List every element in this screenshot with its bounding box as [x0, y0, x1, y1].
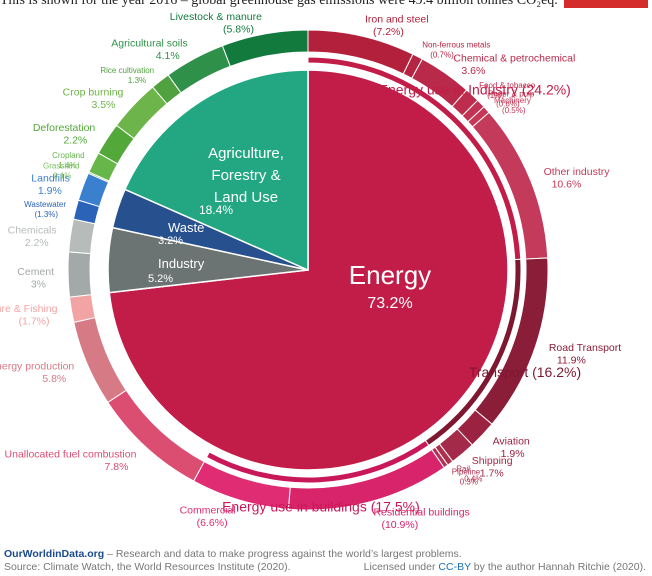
- outer-value-iron-and-steel: (7.2%): [373, 26, 404, 38]
- caption: This is shown for the year 2016 – global…: [0, 0, 558, 8]
- outer-label-deforestation: Deforestation: [33, 122, 96, 134]
- outer-label-shipping: Shipping: [472, 455, 513, 467]
- outer-value-machinery: (0.5%): [502, 106, 526, 115]
- ring-segment-cement: [67, 251, 92, 298]
- outer-label-grassland: Grassland: [43, 162, 79, 171]
- outer-value-non-ferrous-metals: (0.7%): [430, 51, 454, 60]
- pie-label-agriculture-forestry-and-land-use-3: Land Use: [214, 189, 278, 206]
- outer-label-crop-burning: Crop burning: [63, 87, 124, 99]
- footer-tagline: – Research and data to make progress aga…: [104, 548, 462, 560]
- outer-label-cropland: Cropland: [52, 151, 84, 160]
- license-prefix: Licensed under: [363, 561, 439, 573]
- outer-value-energy-in-agriculture-and-fishing: (1.7%): [19, 316, 50, 328]
- outer-value-aviation: 1.9%: [501, 448, 525, 460]
- pie-label-industry: Industry: [158, 256, 205, 271]
- license-note: Licensed under CC-BY by the author Hanna…: [364, 561, 646, 573]
- outer-value-grassland: 0.1%: [53, 172, 71, 181]
- outer-value-unallocated-fuel-combustion: 7.8%: [105, 461, 129, 473]
- outer-value-cropland: 1.4%: [58, 161, 76, 170]
- outer-label-road-transport: Road Transport: [549, 342, 621, 354]
- group-label-transport: Transport (16.2%): [469, 364, 581, 380]
- footer: OurWorldinData.org – Research and data t…: [4, 548, 648, 574]
- outer-value-livestock-and-manure: (5.8%): [223, 24, 254, 36]
- outer-label-landfills: Landfills: [31, 173, 70, 185]
- outer-value-paper-and-pulp: (0.6%): [496, 100, 520, 109]
- outer-value-agricultural-soils: 4.1%: [156, 50, 180, 62]
- group-label-energy-use-in-buildings: Energy use in buildings (17.5%): [222, 499, 420, 515]
- outer-label-machinery: Machinery: [494, 96, 531, 105]
- group-band-energy-use-in-buildings: [205, 439, 430, 484]
- outer-label-energy-in-agriculture-and-fishing: Energy in Agriculture & Fishing: [0, 303, 58, 315]
- group-label-energy-use-in-industry: Energy use in Industry (24.2%): [379, 82, 571, 98]
- outer-value-residential-buildings: (10.9%): [381, 519, 418, 531]
- footer-line-1: OurWorldinData.org – Research and data t…: [4, 548, 648, 561]
- outer-label-residential-buildings: Residential buildings: [373, 506, 469, 518]
- outer-label-livestock-and-manure: Livestock & manure: [170, 11, 262, 23]
- ring-segment-energy-in-agriculture-and-fishing: [68, 294, 96, 323]
- outer-label-unallocated-fuel-combustion: Unallocated fuel combustion: [5, 448, 137, 460]
- outer-label-food-and-tobacco: Food & tobacco: [479, 81, 536, 90]
- license-suffix: by the author Hannah Ritchie (2020).: [470, 561, 646, 573]
- outer-label-non-ferrous-metals: Non-ferrous metals: [422, 41, 490, 50]
- pie-label-agriculture-forestry-and-land-use-1: Agriculture,: [208, 145, 284, 162]
- outer-label-agricultural-soils: Agricultural soils: [111, 37, 187, 49]
- pie-label-energy: Energy: [349, 260, 431, 290]
- outer-value-shipping: 1.7%: [480, 468, 504, 480]
- pie-slice-agriculture-forestry-and-land-use: [123, 69, 309, 272]
- outer-value-rice-cultivation: 1.3%: [128, 76, 146, 85]
- outer-label-other-industry: Other industry: [544, 166, 611, 178]
- source-note: Source: Climate Watch, the World Resourc…: [4, 561, 291, 573]
- outer-value-road-transport: 11.9%: [557, 354, 586, 366]
- pie-label-agriculture-forestry-and-land-use-2: Forestry &: [211, 167, 280, 184]
- outer-label-wastewater: Wastewater: [24, 200, 66, 209]
- outer-value-wastewater: (1.3%): [34, 210, 58, 219]
- outer-label-commercial: Commercial: [180, 504, 236, 516]
- outer-label-rail: Rail: [456, 464, 470, 473]
- outer-value-other-industry: 10.6%: [552, 179, 582, 191]
- pie-value-waste: 3.2%: [158, 235, 183, 247]
- brand-link[interactable]: OurWorldinData.org: [4, 548, 105, 560]
- footer-line-2: Source: Climate Watch, the World Resourc…: [4, 561, 648, 574]
- outer-label-iron-and-steel: Iron and steel: [365, 13, 429, 25]
- outer-value-deforestation: 2.2%: [63, 135, 87, 147]
- outer-label-rice-cultivation: Rice cultivation: [100, 66, 154, 75]
- outer-value-commercial: (6.6%): [197, 517, 228, 529]
- pie-value-energy: 73.2%: [367, 295, 412, 312]
- outer-label-fugitive-emissions-from-energy-production: Fugitive emissions from energy productio…: [0, 360, 74, 372]
- outer-label-paper-and-pulp: Paper & pulp: [488, 90, 535, 99]
- outer-value-cement: 3%: [31, 278, 46, 290]
- pie-label-waste: Waste: [168, 220, 204, 235]
- outer-value-pipeline: 0.3%: [460, 478, 478, 487]
- outer-value-chemicals: 2.2%: [25, 237, 49, 249]
- pie-value-agriculture-forestry-and-land-use: 18.4%: [199, 203, 233, 217]
- outer-label-aviation: Aviation: [493, 435, 530, 447]
- ring-segment-livestock-and-manure: [221, 29, 309, 67]
- outer-label-cement: Cement: [17, 266, 54, 278]
- outer-value-rail: 0.4%: [464, 474, 482, 483]
- outer-value-chemical-and-petrochemical: 3.6%: [461, 65, 485, 77]
- accent-badge: [564, 0, 648, 8]
- outer-value-fugitive-emissions-from-energy-production: 5.8%: [42, 373, 66, 385]
- outer-label-chemical-and-petrochemical: Chemical & petrochemical: [453, 53, 575, 65]
- outer-label-pipeline: Pipeline: [452, 468, 481, 477]
- outer-value-food-and-tobacco: (1%): [487, 91, 504, 100]
- outer-value-landfills: 1.9%: [38, 185, 62, 197]
- pie-value-industry: 5.2%: [148, 273, 173, 285]
- outer-value-crop-burning: 3.5%: [91, 99, 115, 111]
- ring-segment-chemicals: [68, 218, 96, 255]
- license-link[interactable]: CC-BY: [438, 561, 471, 573]
- outer-label-chemicals: Chemicals: [8, 224, 57, 236]
